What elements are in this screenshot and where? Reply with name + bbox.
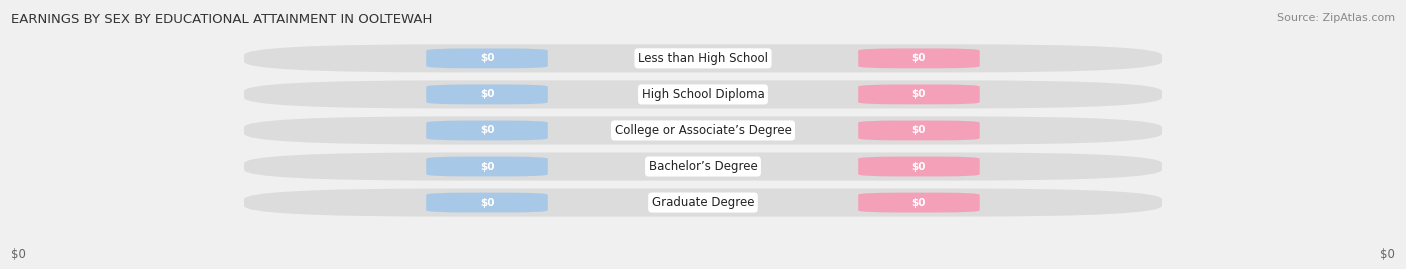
Text: $0: $0 [479,197,495,208]
FancyBboxPatch shape [858,121,980,140]
Text: Less than High School: Less than High School [638,52,768,65]
Text: $0: $0 [911,89,927,100]
FancyBboxPatch shape [245,153,1161,180]
FancyBboxPatch shape [245,189,1161,217]
Text: College or Associate’s Degree: College or Associate’s Degree [614,124,792,137]
FancyBboxPatch shape [858,84,980,104]
Text: $0: $0 [11,248,27,261]
Text: $0: $0 [479,89,495,100]
Text: $0: $0 [479,125,495,136]
Text: $0: $0 [911,125,927,136]
Text: Graduate Degree: Graduate Degree [652,196,754,209]
FancyBboxPatch shape [858,48,980,68]
Text: Bachelor’s Degree: Bachelor’s Degree [648,160,758,173]
FancyBboxPatch shape [426,121,548,140]
FancyBboxPatch shape [245,44,1161,72]
FancyBboxPatch shape [245,116,1161,144]
Text: $0: $0 [479,53,495,63]
Text: $0: $0 [911,197,927,208]
Text: $0: $0 [911,53,927,63]
FancyBboxPatch shape [426,48,548,68]
FancyBboxPatch shape [245,80,1161,108]
Text: High School Diploma: High School Diploma [641,88,765,101]
FancyBboxPatch shape [858,157,980,176]
FancyBboxPatch shape [426,84,548,104]
Text: Source: ZipAtlas.com: Source: ZipAtlas.com [1277,13,1395,23]
Text: $0: $0 [911,161,927,172]
FancyBboxPatch shape [426,193,548,213]
Text: $0: $0 [1379,248,1395,261]
FancyBboxPatch shape [858,193,980,213]
Text: EARNINGS BY SEX BY EDUCATIONAL ATTAINMENT IN OOLTEWAH: EARNINGS BY SEX BY EDUCATIONAL ATTAINMEN… [11,13,433,26]
FancyBboxPatch shape [426,157,548,176]
Text: $0: $0 [479,161,495,172]
